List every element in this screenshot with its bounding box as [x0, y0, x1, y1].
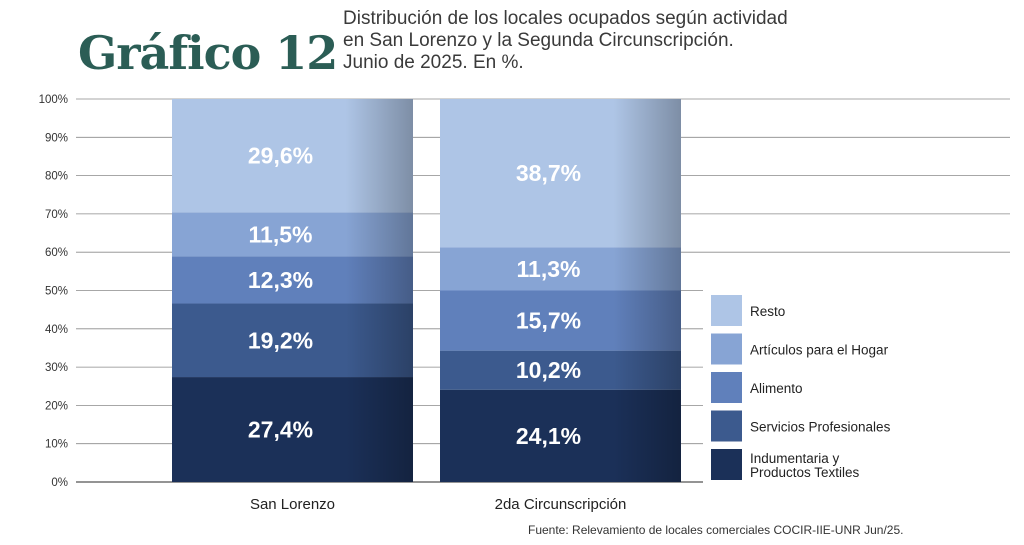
- bar-shading: [440, 99, 681, 482]
- legend-swatch: [711, 333, 742, 365]
- legend-label-line: Resto: [750, 304, 785, 319]
- subtitle-line-2: en San Lorenzo y la Segunda Circunscripc…: [343, 30, 734, 51]
- legend-label: Servicios Profesionales: [750, 420, 891, 435]
- y-axis-ticks: 0% 10% 20% 30% 40% 50% 60% 70% 80% 90% 100%: [39, 94, 68, 489]
- y-tick-label: 80%: [45, 171, 68, 183]
- bar-stack: 24,1%10,2%15,7%11,3%38,7%: [440, 99, 681, 482]
- legend-background: [703, 287, 1024, 487]
- y-tick-label: 30%: [45, 362, 68, 374]
- y-tick-label: 40%: [45, 324, 68, 336]
- subtitle-line-1: Distribución de los locales ocupados seg…: [343, 8, 788, 29]
- y-tick-label: 10%: [45, 439, 68, 451]
- legend-label: Artículos para el Hogar: [750, 343, 889, 358]
- y-tick-label: 90%: [45, 132, 68, 144]
- y-tick-label: 20%: [45, 400, 68, 412]
- chart-subtitle: Distribución de los locales ocupados seg…: [343, 8, 903, 74]
- legend: Resto Artículos para el Hogar Alimento Serv…: [703, 287, 1024, 487]
- legend-label-line: Servicios Profesionales: [750, 420, 891, 435]
- x-axis-labels: San Lorenzo 2da Circunscripción: [250, 496, 626, 513]
- y-tick-label: 0%: [51, 477, 68, 489]
- legend-swatch: [711, 449, 742, 480]
- x-category-label: San Lorenzo: [250, 496, 335, 513]
- bar-stack: 27,4%19,2%12,3%11,5%29,6%: [172, 99, 413, 482]
- legend-label: Resto: [750, 304, 785, 319]
- legend-label: Alimento: [750, 381, 803, 396]
- legend-label-line: Alimento: [750, 381, 803, 396]
- bar-shading: [172, 99, 413, 482]
- legend-label-line: Artículos para el Hogar: [750, 343, 889, 358]
- bars: 27,4%19,2%12,3%11,5%29,6%24,1%10,2%15,7%…: [172, 99, 681, 482]
- subtitle-line-3: Junio de 2025. En %.: [343, 52, 524, 73]
- chart-heading: Gráfico 12: [78, 26, 338, 80]
- y-tick-label: 50%: [45, 286, 68, 298]
- legend-label-line: Productos Textiles: [750, 465, 860, 480]
- legend-swatch: [711, 295, 742, 326]
- y-tick-label: 70%: [45, 209, 68, 221]
- legend-swatch: [711, 410, 742, 442]
- source-note: Fuente: Relevamiento de locales comercia…: [528, 523, 904, 537]
- x-category-label: 2da Circunscripción: [495, 496, 627, 513]
- legend-swatch: [711, 372, 742, 403]
- legend-label-line: Indumentaria y: [750, 451, 840, 466]
- y-tick-label: 60%: [45, 247, 68, 259]
- legend-label: Indumentaria y Productos Textiles: [750, 451, 860, 480]
- y-tick-label: 100%: [39, 94, 68, 106]
